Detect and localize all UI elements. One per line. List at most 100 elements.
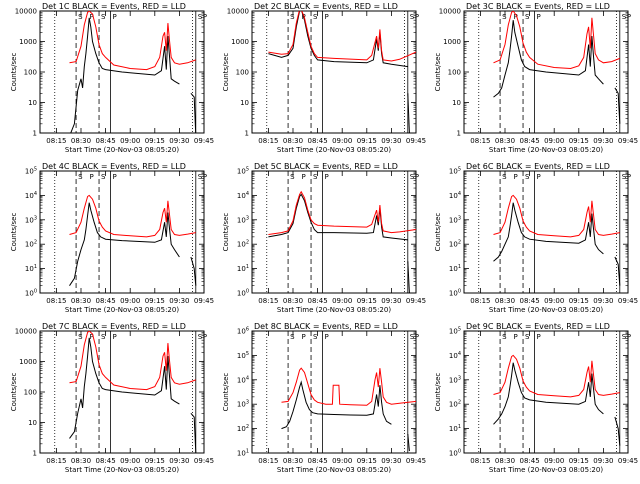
panel-title: Det 7C BLACK = Events, RED = LLD (42, 322, 186, 331)
x-tick-label: 08:45 (96, 137, 116, 145)
marker-letter: S (101, 333, 106, 341)
x-tick-label: 09:30 (169, 297, 189, 305)
x-tick-label: 08:15 (258, 457, 278, 465)
x-tick-label: 09:00 (120, 457, 140, 465)
events-series-line (70, 17, 180, 133)
panel-frame (251, 330, 417, 454)
marker-letter: P (325, 173, 329, 181)
events-series-line (190, 256, 197, 286)
y-tick-label: 1 (457, 130, 461, 138)
panel-frame (463, 330, 629, 454)
panel-title: Det 3C BLACK = Events, RED = LLD (466, 2, 610, 11)
y-tick-label: 104 (449, 351, 461, 360)
marker-letter: P (90, 173, 94, 181)
y-tick-label: 1000 (443, 38, 461, 46)
x-tick-label: 09:30 (593, 297, 613, 305)
y-tick-label: 10000 (15, 8, 37, 16)
marker-letter: S (313, 173, 318, 181)
x-tick-label: 08:45 (96, 297, 116, 305)
x-tick-label: 09:15 (357, 137, 377, 145)
series-group (281, 367, 416, 452)
lld-series-line (69, 194, 196, 238)
x-tick-label: 09:45 (618, 297, 638, 305)
panel-title: Det 8C BLACK = Events, RED = LLD (254, 322, 398, 331)
series-group (69, 194, 197, 286)
marker-letter: P (514, 173, 518, 181)
y-tick-label: 100 (24, 69, 37, 77)
y-tick-label: 104 (449, 191, 461, 200)
marker-letter: S (622, 13, 627, 21)
marker-letter: S (525, 173, 530, 181)
events-series-line (493, 362, 604, 425)
lld-series-line (493, 354, 620, 398)
lld-series-line (69, 11, 196, 71)
x-tick-label: 09:00 (544, 297, 564, 305)
series-group (69, 11, 197, 133)
marker-letter: P (113, 173, 117, 181)
x-tick-label: 09:00 (120, 297, 140, 305)
x-tick-label: 09:15 (145, 297, 165, 305)
x-tick-label: 09:15 (145, 137, 165, 145)
x-tick-label: 09:45 (406, 137, 426, 145)
x-tick-label: 08:15 (470, 457, 490, 465)
marker-letter: S (198, 173, 203, 181)
marker-letter: S (525, 13, 530, 21)
y-tick-label: 10000 (227, 8, 249, 16)
y-tick-label: 1 (245, 130, 249, 138)
y-tick-label: 1000 (19, 358, 37, 366)
y-tick-label: 101 (25, 264, 37, 273)
marker-letter: P (537, 173, 541, 181)
x-tick-label: 08:30 (495, 457, 515, 465)
x-tick-label: 09:30 (169, 457, 189, 465)
y-tick-label: 100 (236, 69, 249, 77)
x-tick-label: 09:00 (544, 137, 564, 145)
events-series-line (493, 202, 604, 262)
x-tick-label: 08:45 (308, 137, 328, 145)
x-axis-label: Start Time (20-Nov-03 08:05:20) (489, 306, 603, 314)
x-axis-label: Start Time (20-Nov-03 08:05:20) (65, 306, 179, 314)
marker-letter: P (302, 173, 306, 181)
x-tick-label: 09:15 (569, 297, 589, 305)
events-series-line (281, 380, 392, 430)
marker-letter: S (410, 13, 415, 21)
y-tick-label: 100 (449, 449, 461, 458)
x-tick-label: 09:15 (145, 457, 165, 465)
y-tick-label: 100 (449, 289, 461, 298)
marker-letter: P (113, 333, 117, 341)
x-tick-label: 09:00 (544, 457, 564, 465)
y-tick-label: 100 (24, 389, 37, 397)
x-axis-label: Start Time (20-Nov-03 08:05:20) (277, 306, 391, 314)
panel-frame (39, 170, 205, 294)
y-tick-label: 10000 (439, 8, 461, 16)
marker-letter: S (290, 173, 295, 181)
x-tick-label: 09:30 (381, 297, 401, 305)
x-tick-label: 09:30 (169, 137, 189, 145)
marker-letter: P (627, 173, 631, 181)
x-tick-label: 09:30 (381, 457, 401, 465)
x-tick-label: 08:45 (308, 297, 328, 305)
y-tick-label: 102 (449, 240, 461, 249)
marker-letter: S (290, 13, 295, 21)
y-axis-label: Counts/sec (222, 53, 230, 92)
x-tick-label: 08:30 (283, 297, 303, 305)
events-series-line (407, 261, 410, 293)
x-tick-label: 09:00 (332, 137, 352, 145)
panel-title: Det 5C BLACK = Events, RED = LLD (254, 162, 398, 171)
marker-letter: P (113, 13, 117, 21)
x-tick-label: 08:15 (470, 297, 490, 305)
y-tick-label: 102 (25, 240, 37, 249)
marker-letter: P (203, 173, 207, 181)
y-tick-label: 105 (25, 167, 37, 176)
y-tick-label: 10 (28, 99, 37, 107)
marker-letter: P (514, 13, 518, 21)
y-tick-label: 101 (237, 449, 249, 458)
panel-title: Det 2C BLACK = Events, RED = LLD (254, 2, 398, 11)
x-tick-label: 08:30 (283, 137, 303, 145)
x-tick-label: 09:30 (381, 137, 401, 145)
